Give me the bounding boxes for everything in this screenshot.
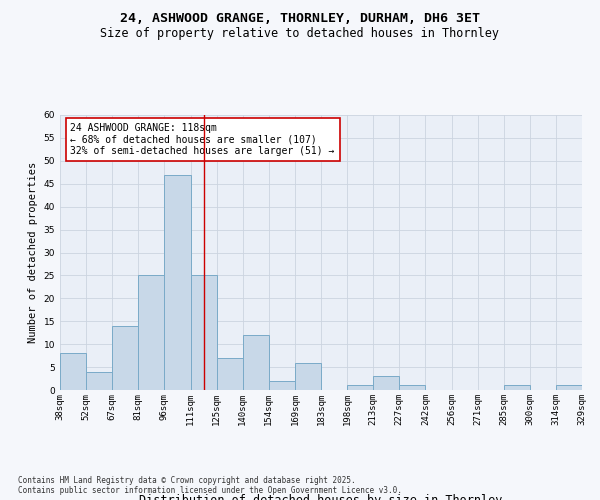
Bar — [112, 326, 139, 390]
Bar — [347, 386, 373, 390]
Y-axis label: Number of detached properties: Number of detached properties — [28, 162, 38, 343]
Bar — [164, 174, 191, 390]
Bar — [269, 381, 295, 390]
Bar — [295, 362, 321, 390]
Bar — [504, 386, 530, 390]
Bar — [373, 376, 400, 390]
Bar — [139, 276, 164, 390]
Text: Contains HM Land Registry data © Crown copyright and database right 2025.
Contai: Contains HM Land Registry data © Crown c… — [18, 476, 402, 495]
Bar — [217, 358, 243, 390]
Bar — [60, 354, 86, 390]
Bar — [242, 335, 269, 390]
Bar — [191, 276, 217, 390]
X-axis label: Distribution of detached houses by size in Thornley: Distribution of detached houses by size … — [139, 494, 503, 500]
Text: 24, ASHWOOD GRANGE, THORNLEY, DURHAM, DH6 3ET: 24, ASHWOOD GRANGE, THORNLEY, DURHAM, DH… — [120, 12, 480, 26]
Bar — [556, 386, 582, 390]
Text: 24 ASHWOOD GRANGE: 118sqm
← 68% of detached houses are smaller (107)
32% of semi: 24 ASHWOOD GRANGE: 118sqm ← 68% of detac… — [70, 123, 335, 156]
Text: Size of property relative to detached houses in Thornley: Size of property relative to detached ho… — [101, 28, 499, 40]
Bar — [86, 372, 112, 390]
Bar — [400, 386, 425, 390]
